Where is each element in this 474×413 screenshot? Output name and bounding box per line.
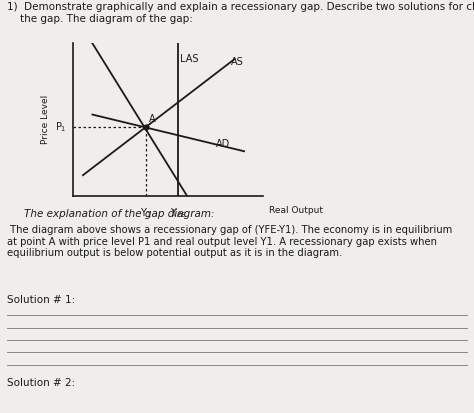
Text: P$_1$: P$_1$ [55,121,67,134]
Text: the gap. The diagram of the gap:: the gap. The diagram of the gap: [7,14,193,24]
Text: The explanation of the gap diagram:: The explanation of the gap diagram: [24,209,214,218]
Text: LAS: LAS [180,54,198,64]
Text: The diagram above shows a recessionary gap of (YFE-Y1). The economy is in equili: The diagram above shows a recessionary g… [7,225,452,258]
Text: A: A [149,114,156,124]
Text: AS: AS [231,57,244,67]
Text: Solution # 2:: Solution # 2: [7,378,75,388]
Text: Y$_{FE}$: Y$_{FE}$ [170,206,186,220]
Text: Solution # 1:: Solution # 1: [7,295,75,305]
Text: Price Level: Price Level [41,95,49,145]
Text: AD: AD [216,139,230,150]
Text: Y$_1$: Y$_1$ [140,206,151,220]
Text: Real Output: Real Output [269,206,323,215]
Text: 1)  Demonstrate graphically and explain a recessionary gap. Describe two solutio: 1) Demonstrate graphically and explain a… [7,2,474,12]
